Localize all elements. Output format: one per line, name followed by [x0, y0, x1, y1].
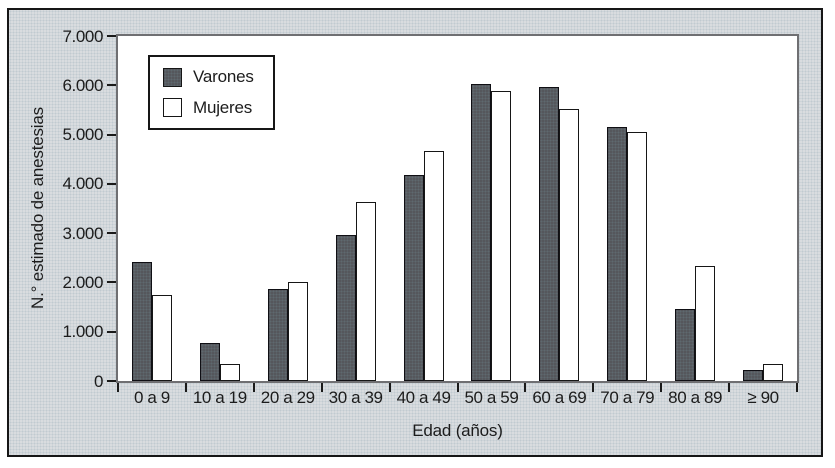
y-tick-label: 4.000 [62, 174, 103, 194]
x-tick-label: 40 a 49 [396, 388, 451, 407]
bar-mujeres [491, 91, 512, 381]
x-tick-label: 0 a 9 [134, 388, 170, 407]
x-axis-tick [660, 383, 663, 392]
bar-varones [675, 309, 696, 381]
bar-mujeres [695, 265, 716, 381]
y-tick-label: 0 [93, 371, 103, 391]
x-tick-label: 60 a 69 [532, 388, 587, 407]
x-axis-tick [728, 383, 731, 392]
x-axis-tick [117, 383, 119, 392]
y-tick-label: 2.000 [62, 272, 103, 292]
y-axis-tick [107, 232, 116, 235]
x-axis-tick [252, 383, 255, 392]
bar-mujeres [627, 132, 648, 381]
x-tick-label: 70 a 79 [600, 388, 655, 407]
bar-mujeres [355, 202, 376, 381]
bar-varones [607, 127, 628, 381]
bar-mujeres [219, 363, 240, 381]
y-axis-tick [107, 380, 116, 382]
x-tick-label: 80 a 89 [668, 388, 723, 407]
y-tick-label: 5.000 [62, 125, 103, 145]
x-tick-label: 30 a 39 [328, 388, 383, 407]
bar-varones [539, 87, 560, 381]
bar-varones [471, 84, 492, 381]
legend-label-varones: Varones [193, 67, 254, 87]
x-axis-tick [184, 383, 187, 392]
legend-item-mujeres: Mujeres [163, 98, 273, 118]
x-tick-label: 20 a 29 [260, 388, 315, 407]
bar-mujeres [763, 363, 784, 381]
chart-figure: N.° estimado de anestesias Edad (años) V… [7, 8, 823, 457]
x-axis-tick [592, 383, 595, 392]
bar-mujeres [151, 294, 172, 381]
varones-swatch-icon [163, 67, 182, 87]
legend-item-varones: Varones [163, 67, 273, 87]
legend: Varones Mujeres [148, 55, 275, 130]
bar-mujeres [287, 281, 308, 381]
mujeres-swatch-icon [163, 98, 182, 118]
y-tick-label: 3.000 [62, 223, 103, 243]
x-axis-tick [388, 383, 391, 392]
bar-mujeres [559, 108, 580, 381]
bar-mujeres [423, 150, 444, 381]
legend-label-mujeres: Mujeres [193, 97, 253, 117]
y-tick-label: 7.000 [62, 26, 103, 46]
y-axis-tick [107, 330, 116, 333]
y-axis-tick [107, 133, 116, 136]
x-tick-label: 50 a 59 [464, 388, 519, 407]
bar-varones [267, 288, 288, 381]
x-tick-label: ≥ 90 [747, 388, 779, 407]
y-tick-label: 6.000 [62, 75, 103, 95]
x-axis-tick [320, 383, 323, 392]
y-tick-label: 1.000 [62, 322, 103, 342]
y-axis-tick [107, 35, 116, 37]
bar-varones [335, 234, 356, 381]
y-axis-tick [107, 281, 116, 284]
plot-area [116, 34, 799, 383]
x-axis-tick [524, 383, 527, 392]
y-axis-tick [107, 182, 116, 185]
bar-varones [199, 342, 220, 381]
x-tick-label: 10 a 19 [192, 388, 247, 407]
bar-varones [743, 369, 764, 381]
bar-varones [403, 175, 424, 381]
x-axis-title: Edad (años) [412, 421, 503, 440]
x-axis-tick [796, 383, 798, 392]
y-axis-tick [107, 84, 116, 87]
x-axis-tick [456, 383, 459, 392]
bar-varones [131, 261, 152, 381]
